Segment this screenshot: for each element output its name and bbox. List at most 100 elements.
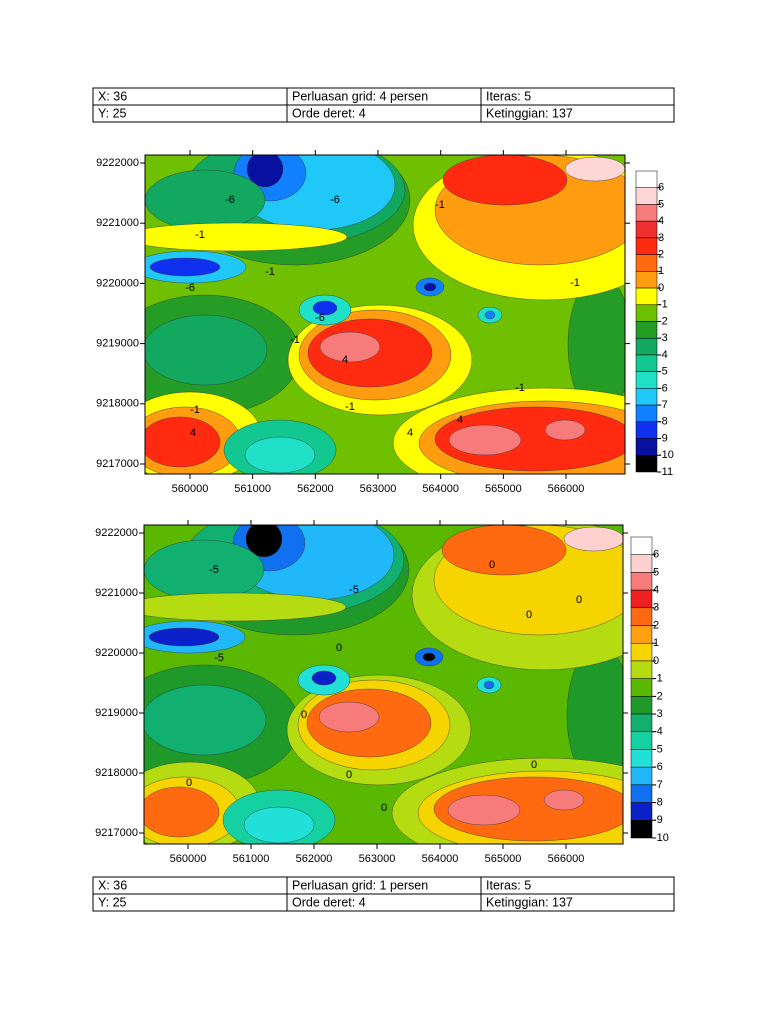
contour-label: 0 [301,709,307,721]
contour-label: -6 [185,282,195,294]
x-tick-label: 563000 [360,483,397,495]
contour-label: 4 [190,427,196,439]
contour-region [145,314,268,386]
contour-region [319,331,381,363]
cell-text: Y: 25 [98,106,127,120]
contour-label: 0 [531,759,537,771]
colorbar-box [635,321,658,339]
contour-region [244,436,316,474]
contour-label: -1 [195,229,205,241]
colorbar-box [630,766,653,786]
colorbar-label: 4 [658,215,664,227]
colorbar-label: -8 [658,416,668,428]
x-tick-label: 566000 [548,853,585,865]
colorbar-box [635,271,658,289]
colorbar-label: -6 [653,761,663,773]
colorbar-label: -10 [653,832,669,844]
colorbar-box [630,696,653,715]
colorbar-box [635,455,658,473]
x-tick-label: 564000 [422,483,459,495]
contour-map: -5 -5 -5 0 0 0 0 0 0 0 0 0 [144,525,623,844]
colorbar-box [635,388,658,406]
cell-text: Ketinggian: 137 [486,106,573,120]
contour-label: -6 [315,312,325,324]
colorbar-label: -5 [658,366,668,378]
contour-region [144,684,267,756]
colorbar-label: 1 [653,637,659,649]
colorbar-box [635,187,658,205]
contour-label: 4 [457,414,463,426]
contour-region [564,156,625,182]
y-tick-label: 9219000 [96,338,139,350]
contour-label: -1 [345,401,355,413]
table-cell [480,104,675,123]
cell-text: Orde deret: 4 [292,106,366,120]
colorbar-box [635,204,658,222]
colorbar-box [635,287,658,306]
contour-region [312,300,338,316]
contour-label: 0 [381,802,387,814]
colorbar-box [630,713,653,733]
contour-region [145,222,348,252]
contour-region [245,525,283,558]
table-cell [480,893,675,912]
colorbar-label: 6 [653,549,659,561]
y-tick-label: 9218000 [96,398,139,410]
cell-text: X: 36 [98,89,127,103]
plot-frame [143,524,624,845]
colorbar-box [635,220,658,239]
contour-region [543,789,585,811]
contour-region [318,701,380,733]
contour-region [447,794,521,826]
contour-region [484,310,496,320]
colorbar-label: -8 [653,796,663,808]
colorbar-label: -2 [658,315,668,327]
cell-text: Ketinggian: 137 [486,895,573,909]
contour-label: 0 [346,769,352,781]
colorbar-label: 4 [653,584,659,596]
colorbar-box [630,678,653,697]
x-tick-label: 560000 [172,483,209,495]
colorbar-box [635,438,658,456]
colorbar-label: -7 [658,399,668,411]
contour-label: -1 [290,334,300,346]
colorbar-box [630,536,653,555]
y-tick-label: 9218000 [95,767,138,779]
colorbar-label: -7 [653,779,663,791]
colorbar-label: -4 [653,726,663,738]
colorbar-label: 2 [653,619,659,631]
colorbar-box [635,237,658,255]
y-tick-label: 9220000 [95,647,138,659]
contour-region [145,169,266,231]
cell-text: Iteras: 5 [486,878,531,892]
x-tick-label: 566000 [548,483,585,495]
colorbar-label: 1 [658,265,664,277]
contour-region [483,680,495,690]
contour-region [423,282,437,292]
colorbar-box [635,354,658,372]
contour-label: -6 [225,194,235,206]
contour-label: -1 [570,277,580,289]
contour-region [145,416,221,468]
contour-region [422,652,436,662]
x-tick-label: 560000 [170,853,207,865]
y-tick-label: 9217000 [96,458,139,470]
cell-text: Perluasan grid: 4 persen [292,89,428,103]
colorbar-label: -3 [658,332,668,344]
contour-region [311,670,337,686]
contour-label: -5 [214,652,224,664]
colorbar-label: -9 [653,814,663,826]
contour-region [448,424,522,456]
contour-label: -1 [435,199,445,211]
colorbar-box [635,337,658,356]
contour-map: -6 -6 -1 -1 -1 -6 -6 -1 4 -1 -1 4 4 4 -1 -1 [145,155,625,474]
colorbar-label: -1 [653,673,663,685]
contour-label: -1 [190,404,200,416]
cell-text: X: 36 [98,878,127,892]
colorbar-label: 6 [658,182,664,194]
contour-label: 0 [489,559,495,571]
colorbar-label: 5 [658,198,664,210]
colorbar-label: -3 [653,708,663,720]
cell-text: Y: 25 [98,895,127,909]
x-tick-label: 565000 [485,483,522,495]
